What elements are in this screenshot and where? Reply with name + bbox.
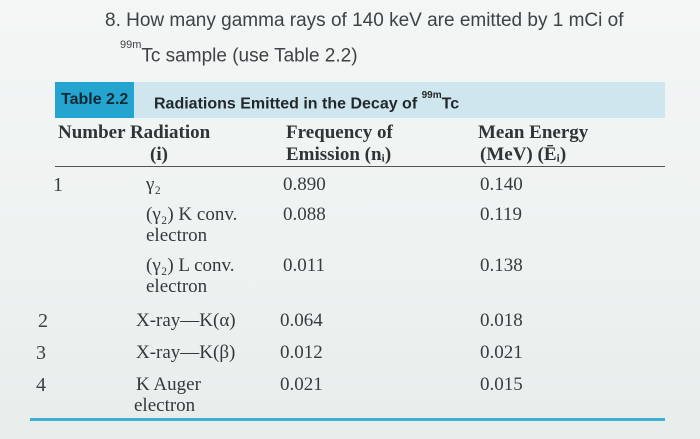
header-number-radiation: Number Radiation (58, 122, 211, 143)
row-frequency: 0.064 (280, 310, 323, 331)
row-frequency: 0.011 (283, 255, 326, 276)
row-radiation: γ₂ (146, 174, 162, 195)
row-radiation: X-ray—K(α) (136, 310, 236, 331)
row-number: 2 (38, 310, 48, 332)
row-frequency: 0.021 (280, 374, 323, 395)
row-number: 3 (36, 342, 46, 364)
header-frequency: Frequency of (286, 122, 393, 143)
row-number: 4 (36, 374, 46, 396)
question-line-1: 8. How many gamma rays of 140 keV are em… (105, 10, 624, 31)
row-radiation: (γ₂) L conv. (146, 255, 235, 276)
table-caption-bar (55, 82, 665, 118)
row-radiation: X-ray—K(β) (136, 342, 236, 363)
row-energy: 0.015 (480, 374, 523, 395)
row-radiation: (γ₂) K conv. (146, 204, 238, 225)
header-mev: (MeV) (Ēᵢ) (480, 144, 567, 165)
row-frequency: 0.012 (280, 342, 323, 363)
row-radiation-cont: electron (146, 225, 208, 246)
row-frequency: 0.088 (283, 204, 326, 225)
table-tag: Table 2.2 (55, 82, 135, 118)
question-line-2-text: Tc sample (use Table 2.2) (141, 45, 358, 67)
row-energy: 0.018 (480, 310, 523, 331)
row-radiation-cont: electron (146, 276, 208, 297)
row-radiation-cont: electron (134, 395, 196, 416)
header-emission: Emission (nᵢ) (286, 144, 392, 165)
row-radiation: K Auger (136, 374, 201, 395)
caption-superscript: 99m (421, 90, 442, 101)
row-energy: 0.021 (480, 342, 523, 363)
isotope-superscript: 99m (120, 39, 142, 51)
header-mean-energy: Mean Energy (478, 122, 589, 143)
row-energy: 0.140 (480, 174, 523, 195)
caption-text: Radiations Emitted in the Decay of (154, 95, 422, 113)
row-energy: 0.138 (480, 255, 523, 276)
table-caption: Radiations Emitted in the Decay of 99mTc (154, 82, 459, 122)
table-bottom-rule (30, 418, 665, 421)
row-number: 1 (53, 174, 63, 196)
row-frequency: 0.890 (283, 174, 326, 195)
caption-end: Tc (441, 95, 460, 113)
row-energy: 0.119 (480, 204, 523, 225)
header-rule (55, 166, 665, 167)
header-i: (i) (150, 144, 168, 165)
question-line-2: 99mTc sample (use Table 2.2) (120, 39, 358, 67)
